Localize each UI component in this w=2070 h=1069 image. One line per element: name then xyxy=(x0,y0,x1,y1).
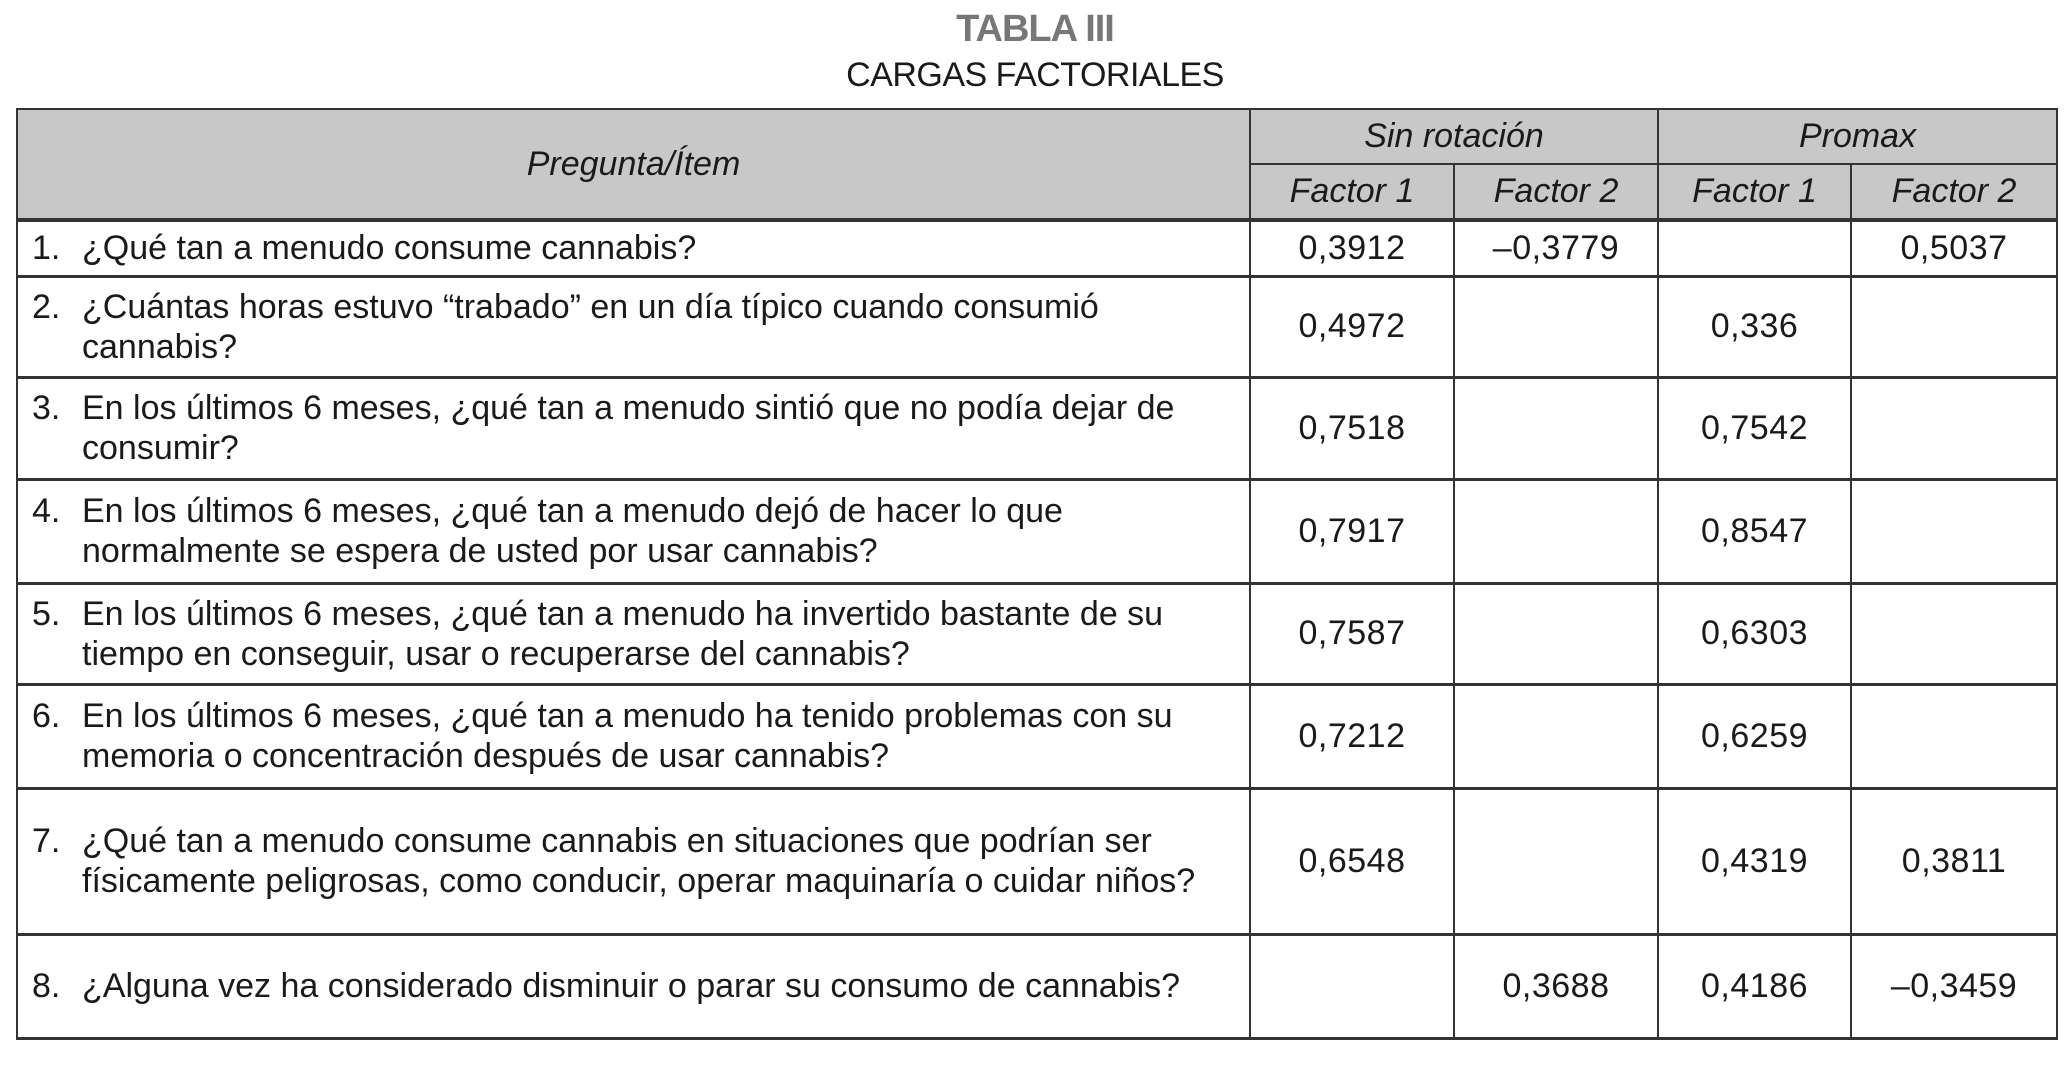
question-cell: 6. En los últimos 6 meses, ¿qué tan a men… xyxy=(16,683,1251,789)
loading-value xyxy=(1452,376,1660,480)
loading-value xyxy=(1452,787,1660,935)
loading-value xyxy=(1657,219,1853,277)
loading-value: 0,3912 xyxy=(1249,219,1455,277)
loading-value: –0,3779 xyxy=(1452,219,1660,277)
loading-value: 0,5037 xyxy=(1850,219,2059,277)
table-subtitle: CARGAS FACTORIALES xyxy=(846,56,1224,94)
question-number: 7. xyxy=(32,822,61,860)
loading-value xyxy=(1249,933,1455,1039)
loading-value: 0,7587 xyxy=(1249,582,1455,685)
question-number: 8. xyxy=(32,967,61,1005)
question-cell: 5. En los últimos 6 meses, ¿qué tan a men… xyxy=(16,582,1251,685)
question-text: ¿Cuántas horas estuvo “trabado” en un dí… xyxy=(82,287,1099,366)
question-cell: 4. En los últimos 6 meses, ¿qué tan a men… xyxy=(16,478,1251,584)
loading-value: 0,6548 xyxy=(1249,787,1455,935)
table-row: 4. En los últimos 6 meses, ¿qué tan a men… xyxy=(16,478,2059,584)
table-title: TABLA III xyxy=(956,8,1115,50)
header-sin-rotacion: Sin rotación xyxy=(1248,108,1660,165)
loading-value xyxy=(1452,275,1660,378)
question-text: En los últimos 6 meses, ¿qué tan a menud… xyxy=(82,697,1173,775)
loading-value xyxy=(1850,478,2059,584)
question-text: ¿Alguna vez ha considerado disminuir o p… xyxy=(82,967,1181,1005)
loading-value xyxy=(1452,478,1660,584)
question-number: 1. xyxy=(32,229,61,268)
table-row: 5. En los últimos 6 meses, ¿qué tan a men… xyxy=(16,582,2059,685)
loading-value: 0,336 xyxy=(1657,275,1853,378)
question-number: 3. xyxy=(32,389,61,427)
question-text: En los últimos 6 meses, ¿qué tan a menud… xyxy=(82,492,1063,570)
header-promax: Promax xyxy=(1657,108,2059,165)
question-text: ¿Qué tan a menudo consume cannabis en si… xyxy=(82,822,1196,900)
question-number: 6. xyxy=(32,697,61,735)
question-cell: 8. ¿Alguna vez ha considerado disminuir o… xyxy=(16,933,1251,1039)
factor-loadings-table: Pregunta/Ítem Sin rotación Promax Factor… xyxy=(16,108,2059,1040)
loading-value xyxy=(1452,582,1660,685)
loading-value: 0,3688 xyxy=(1452,933,1660,1039)
question-text: En los últimos 6 meses, ¿qué tan a menud… xyxy=(82,594,1164,673)
loading-value: 0,7917 xyxy=(1249,478,1455,584)
loading-value: 0,4319 xyxy=(1657,787,1853,935)
loading-value: 0,4972 xyxy=(1249,275,1455,378)
loading-value xyxy=(1850,376,2059,480)
loading-value: 0,4186 xyxy=(1657,933,1853,1039)
header-factor: Factor 2 xyxy=(1452,163,1660,221)
table-row: 8. ¿Alguna vez ha considerado disminuir o… xyxy=(16,933,2059,1039)
header-factor: Factor 1 xyxy=(1249,163,1455,221)
question-cell: 1. ¿Qué tan a menudo consume cannabis? xyxy=(16,219,1251,277)
question-text: ¿Qué tan a menudo consume cannabis? xyxy=(82,229,697,268)
question-number: 4. xyxy=(32,492,61,530)
loading-value: 0,8547 xyxy=(1657,478,1853,584)
loading-value xyxy=(1850,275,2059,378)
loading-value: 0,7212 xyxy=(1249,683,1455,789)
header-factor: Factor 2 xyxy=(1850,163,2059,221)
question-number: 5. xyxy=(32,594,61,633)
loading-value: 0,7518 xyxy=(1249,376,1455,480)
question-cell: 2. ¿Cuántas horas estuvo “trabado” en un … xyxy=(16,275,1251,378)
question-text: En los últimos 6 meses, ¿qué tan a menud… xyxy=(82,389,1175,467)
table-row: 3. En los últimos 6 meses, ¿qué tan a men… xyxy=(16,376,2059,480)
table-row: 6. En los últimos 6 meses, ¿qué tan a men… xyxy=(16,683,2059,789)
loading-value: 0,6259 xyxy=(1657,683,1853,789)
loading-value: 0,3811 xyxy=(1850,787,2059,935)
question-number: 2. xyxy=(32,287,61,326)
loading-value: 0,7542 xyxy=(1657,376,1853,480)
loading-value: –0,3459 xyxy=(1850,933,2059,1039)
loading-value xyxy=(1850,582,2059,685)
loading-value: 0,6303 xyxy=(1657,582,1853,685)
table-row: 2. ¿Cuántas horas estuvo “trabado” en un … xyxy=(16,275,2059,378)
table-row: 7. ¿Qué tan a menudo consume cannabis en … xyxy=(16,787,2059,935)
header-factor: Factor 1 xyxy=(1657,163,1853,221)
question-cell: 3. En los últimos 6 meses, ¿qué tan a men… xyxy=(16,376,1251,480)
question-cell: 7. ¿Qué tan a menudo consume cannabis en … xyxy=(16,787,1251,935)
header-item: Pregunta/Ítem xyxy=(16,108,1251,221)
table-row: 1. ¿Qué tan a menudo consume cannabis? 0,3… xyxy=(16,219,2059,277)
loading-value xyxy=(1452,683,1660,789)
loading-value xyxy=(1850,683,2059,789)
